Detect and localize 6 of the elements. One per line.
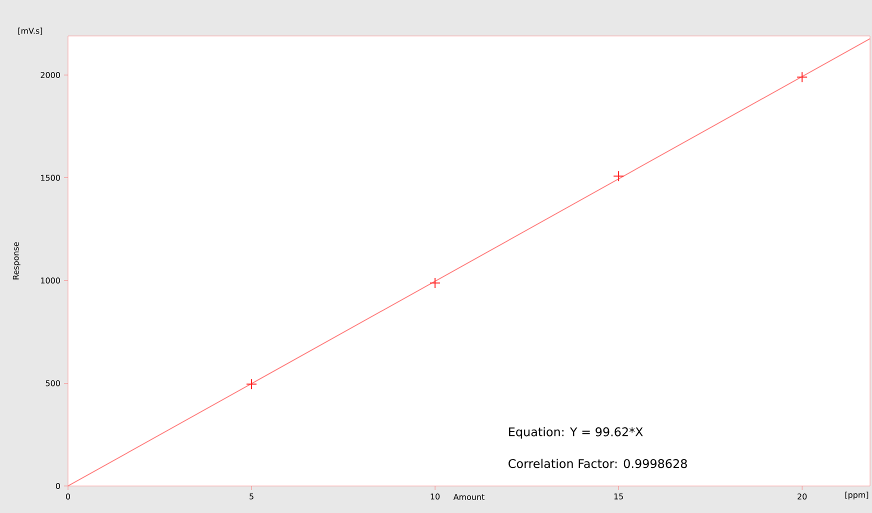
point [430, 277, 441, 288]
annotation: Correlation Factor: 0.9998628 [508, 458, 687, 468]
point [613, 170, 624, 182]
annotation: Equation: Y = 99.62*X [509, 427, 643, 439]
point [796, 72, 808, 83]
point [246, 378, 258, 390]
